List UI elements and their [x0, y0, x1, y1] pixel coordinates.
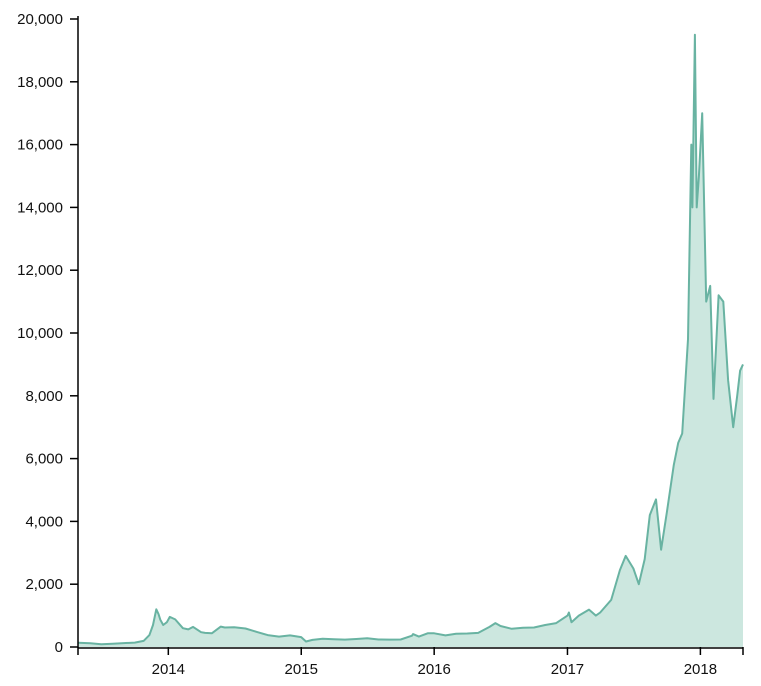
x-tick-label: 2016 — [417, 661, 450, 678]
y-tick-label: 10,000 — [17, 325, 63, 342]
y-tick-label: 0 — [55, 639, 63, 656]
plot-area — [77, 33, 744, 647]
y-axis: 0 2,000 4,000 6,000 8,000 10,000 12,000 14,000 1… — [17, 11, 79, 656]
y-tick-label: 2,000 — [25, 576, 63, 593]
area-fill — [78, 34, 743, 647]
y-tick-label: 8,000 — [25, 388, 63, 405]
y-tick-label: 20,000 — [17, 11, 63, 28]
y-tick-label: 12,000 — [17, 262, 63, 279]
x-tick-label: 2018 — [684, 661, 717, 678]
x-tick-label: 2017 — [551, 661, 584, 678]
x-tick-label: 2014 — [152, 661, 185, 678]
x-tick-label: 2015 — [285, 661, 318, 678]
y-tick-label: 18,000 — [17, 74, 63, 91]
y-tick-label: 14,000 — [17, 199, 63, 216]
y-tick-label: 16,000 — [17, 137, 63, 154]
price-line — [77, 33, 744, 646]
y-tick-label: 6,000 — [25, 451, 63, 468]
y-tick-label: 4,000 — [25, 513, 63, 530]
x-axis: 2014 2015 2016 2017 2018 — [77, 647, 744, 678]
